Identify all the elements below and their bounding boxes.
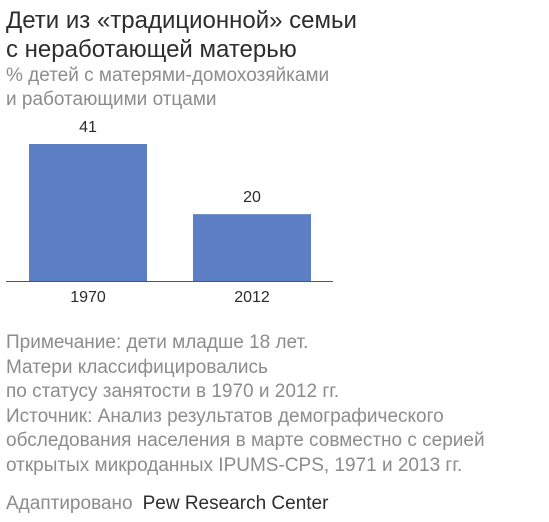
chart-notes: Примечание: дети младше 18 лет. Матери к…: [6, 331, 549, 478]
data-label-2012: 20: [243, 189, 261, 206]
data-label-1970: 41: [79, 119, 97, 136]
chart-subtitle: % детей с матерями-домохозяйками и работ…: [6, 64, 546, 112]
attribution-brand: Pew Research Center: [142, 493, 329, 514]
bar-2012: [193, 214, 311, 281]
x-tick-label-1970: 1970: [70, 289, 106, 306]
chart-title-line-1: Дети из «традиционной» семьи: [6, 7, 357, 34]
bar-chart: 41 1970 20 2012: [6, 119, 333, 306]
chart-subtitle-line-1: % детей с матерями-домохозяйками: [6, 65, 330, 86]
source-line-1: Источник: Анализ результатов демографиче…: [6, 405, 444, 427]
chart-title-line-2: с неработающей матерью: [6, 36, 297, 63]
bar-1970: [29, 144, 147, 281]
note-line-1: Примечание: дети младше 18 лет.: [6, 332, 309, 353]
chart-subtitle-line-2: и работающими отцами: [6, 89, 217, 110]
x-tick-label-2012: 2012: [234, 289, 270, 306]
note-line-2: Матери классифицировались: [6, 356, 268, 378]
source-line-2: обследования населения в марте совместно…: [6, 430, 485, 451]
chart-title: Дети из «традиционной» семьи с неработаю…: [6, 6, 546, 64]
attribution-prefix: Адаптировано: [6, 493, 133, 514]
source-line-3: открытых микроданных IPUMS-CPS, 1971 и 2…: [6, 454, 463, 476]
attribution: Адаптировано Pew Research Center: [6, 492, 328, 516]
note-line-3: по статусу занятости в 1970 и 2012 гг.: [6, 381, 340, 402]
